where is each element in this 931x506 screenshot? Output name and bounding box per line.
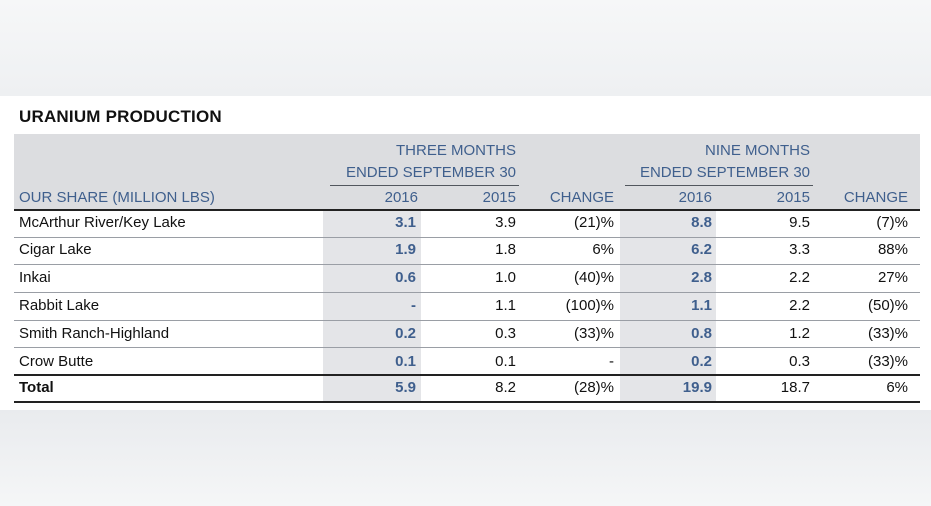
total-bottom-rule — [14, 401, 920, 403]
backdrop-bottom — [0, 410, 931, 506]
row-name-inkai: Inkai — [19, 269, 51, 286]
cell-nchg: 88% — [877, 241, 908, 258]
total-qchg: (28)% — [573, 379, 614, 396]
header-col-change-nine: CHANGE — [843, 189, 908, 206]
cell-n16: 1.1 — [691, 297, 712, 314]
cell-q15: 1.1 — [495, 297, 516, 314]
row-name-smith-ranch: Smith Ranch-Highland — [19, 325, 170, 342]
highlight-col-2016-three — [323, 211, 421, 401]
cell-qchg: (40)% — [573, 269, 614, 286]
row-separator — [14, 320, 920, 321]
cell-n15: 9.5 — [789, 214, 810, 231]
cell-q16: - — [411, 297, 416, 314]
total-q16: 5.9 — [395, 379, 416, 396]
cell-qchg: (100)% — [565, 297, 614, 314]
cell-nchg: 27% — [877, 269, 908, 286]
cell-q16: 1.9 — [395, 241, 416, 258]
cell-q15: 0.1 — [495, 353, 516, 370]
cell-nchg: (33)% — [867, 325, 908, 342]
cell-n15: 1.2 — [789, 325, 810, 342]
total-label: Total — [19, 379, 54, 396]
cell-q16: 0.6 — [395, 269, 416, 286]
cell-nchg: (50)% — [867, 297, 908, 314]
cell-n15: 2.2 — [789, 297, 810, 314]
highlight-col-2016-nine — [620, 211, 716, 401]
header-col-2016-three: 2016 — [384, 189, 418, 206]
header-col-2015-nine: 2015 — [776, 189, 810, 206]
cell-nchg: (33)% — [867, 353, 908, 370]
total-n15: 18.7 — [780, 379, 810, 396]
row-name-crow-butte: Crow Butte — [19, 353, 94, 370]
cell-n15: 2.2 — [789, 269, 810, 286]
header-bottom-rule — [14, 209, 920, 211]
header-three-months-line1: THREE MONTHS — [396, 142, 516, 159]
total-nchg: 6% — [886, 379, 908, 396]
cell-n16: 2.8 — [691, 269, 712, 286]
header-col-change-three: CHANGE — [549, 189, 614, 206]
header-nine-months-line2: ENDED SEPTEMBER 30 — [639, 164, 810, 181]
row-name-rabbit-lake: Rabbit Lake — [19, 297, 100, 314]
cell-nchg: (7)% — [876, 214, 908, 231]
total-top-rule — [14, 374, 920, 376]
row-name-mcarthur: McArthur River/Key Lake — [19, 214, 186, 231]
header-row-label: OUR SHARE (MILLION LBS) — [19, 189, 215, 206]
row-separator — [14, 237, 920, 238]
header-three-months-line2: ENDED SEPTEMBER 30 — [345, 164, 516, 181]
row-name-cigar-lake: Cigar Lake — [19, 241, 92, 258]
cell-q15: 1.0 — [495, 269, 516, 286]
backdrop-top — [0, 0, 931, 96]
cell-n16: 8.8 — [691, 214, 712, 231]
header-group-rule-three — [330, 185, 519, 186]
cell-n15: 0.3 — [789, 353, 810, 370]
cell-n15: 3.3 — [789, 241, 810, 258]
header-col-2015-three: 2015 — [482, 189, 516, 206]
cell-q16: 0.1 — [395, 353, 416, 370]
table-header — [14, 134, 920, 209]
table-title: URANIUM PRODUCTION — [19, 107, 222, 126]
cell-q15: 3.9 — [495, 214, 516, 231]
row-separator — [14, 264, 920, 265]
cell-q15: 0.3 — [495, 325, 516, 342]
cell-qchg: 6% — [592, 241, 614, 258]
total-q15: 8.2 — [495, 379, 516, 396]
cell-n16: 0.2 — [691, 353, 712, 370]
cell-q16: 3.1 — [395, 214, 416, 231]
header-nine-months-line1: NINE MONTHS — [705, 142, 810, 159]
cell-qchg: (33)% — [573, 325, 614, 342]
cell-q16: 0.2 — [395, 325, 416, 342]
cell-qchg: - — [609, 353, 614, 370]
cell-q15: 1.8 — [495, 241, 516, 258]
cell-n16: 6.2 — [691, 241, 712, 258]
row-separator — [14, 347, 920, 348]
total-n16: 19.9 — [682, 379, 712, 396]
cell-qchg: (21)% — [573, 214, 614, 231]
header-col-2016-nine: 2016 — [678, 189, 712, 206]
cell-n16: 0.8 — [691, 325, 712, 342]
row-separator — [14, 292, 920, 293]
header-group-rule-nine — [625, 185, 813, 186]
